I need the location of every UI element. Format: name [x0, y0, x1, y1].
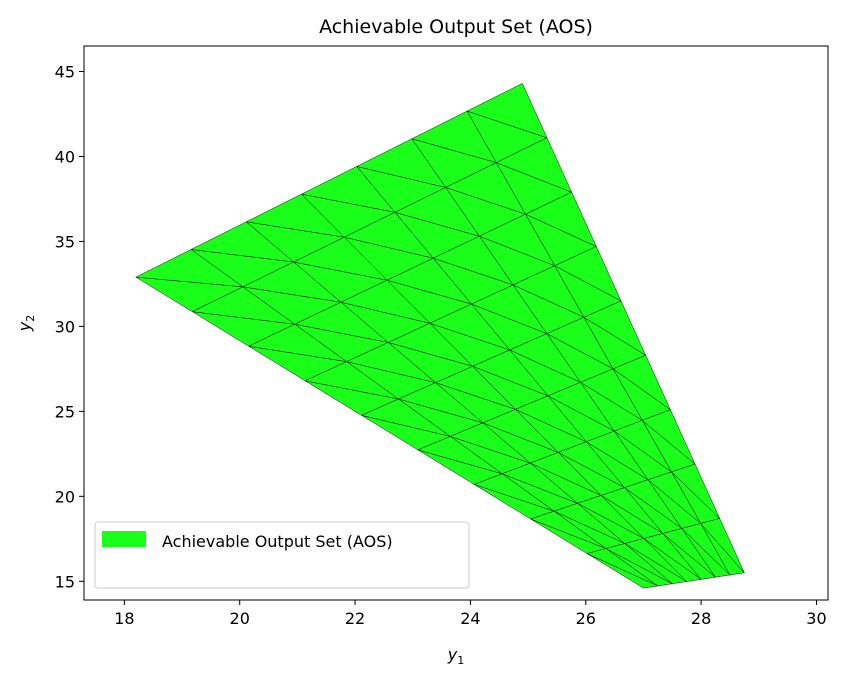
plot-frame — [83, 45, 829, 601]
mesh-triangle-3-6-1 — [554, 246, 622, 302]
legend: Achievable Output Set (AOS) — [94, 521, 470, 589]
y-tick-label: 40 — [55, 147, 75, 166]
y-tick-label: 45 — [55, 62, 75, 81]
x-tick-label: 24 — [460, 609, 480, 628]
y-axis-label-main: y — [15, 321, 34, 332]
x-tick-label: 22 — [345, 609, 365, 628]
mesh-triangle-6-6-1 — [642, 409, 696, 465]
mesh-triangle-1-6-1 — [496, 137, 572, 193]
chart-title: Achievable Output Set (AOS) — [319, 16, 593, 38]
legend-box — [94, 521, 470, 589]
y-tick-label: 20 — [55, 487, 75, 506]
y-axis-ticks: 15 20 25 30 35 40 45 — [55, 62, 84, 591]
x-axis-ticks: 18 20 22 24 26 28 30 — [114, 600, 827, 628]
y-tick-label: 30 — [55, 317, 75, 336]
y-axis-label-sub: 2 — [24, 315, 37, 322]
aos-mesh — [135, 83, 745, 589]
mesh-triangle-2-6-1 — [525, 191, 597, 247]
mesh-triangle-7-6-1 — [671, 463, 720, 519]
x-tick-label: 30 — [806, 609, 826, 628]
y-tick-label: 35 — [55, 232, 75, 251]
x-axis-label: y1 — [447, 645, 464, 667]
x-tick-label: 28 — [691, 609, 711, 628]
legend-swatch — [102, 531, 146, 547]
mesh-triangle-5-6-1 — [612, 355, 671, 410]
x-tick-label: 20 — [230, 609, 250, 628]
mesh-triangle-0-6-1 — [466, 83, 548, 138]
y-tick-label: 25 — [55, 402, 75, 421]
y-axis-label: y2 — [15, 315, 37, 332]
mesh-triangle-4-6-1 — [583, 300, 646, 356]
x-axis-label-main: y — [447, 645, 458, 664]
x-tick-label: 18 — [114, 609, 134, 628]
mesh-triangle-8-6-1 — [700, 518, 745, 574]
x-tick-label: 26 — [576, 609, 596, 628]
y-tick-label: 15 — [55, 572, 75, 591]
legend-label: Achievable Output Set (AOS) — [162, 532, 393, 551]
x-axis-label-sub: 1 — [457, 654, 464, 667]
